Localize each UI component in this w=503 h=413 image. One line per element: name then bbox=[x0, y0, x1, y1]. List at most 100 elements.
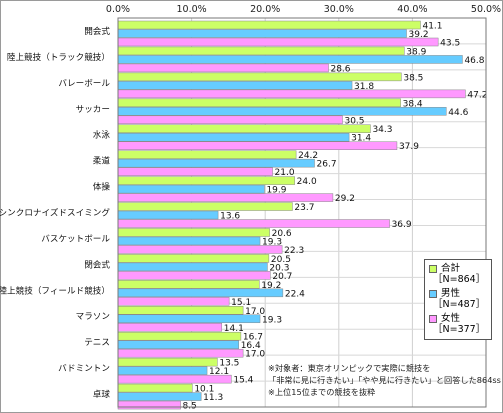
bar bbox=[117, 202, 293, 211]
data-label: 10.1 bbox=[194, 385, 214, 395]
data-label: 31.8 bbox=[354, 82, 374, 92]
legend-swatch-total bbox=[429, 264, 437, 273]
data-label: 31.4 bbox=[351, 134, 371, 144]
bar bbox=[117, 124, 371, 133]
bar bbox=[117, 236, 261, 246]
legend-item-female: 女性 ［N=377］ bbox=[429, 313, 485, 335]
data-label: 30.5 bbox=[344, 116, 364, 126]
data-label: 43.5 bbox=[440, 39, 460, 49]
data-label: 46.8 bbox=[464, 56, 484, 66]
category-label: マラソン bbox=[76, 311, 110, 322]
bar bbox=[117, 115, 343, 125]
data-label: 15.1 bbox=[231, 298, 251, 308]
category-label: 体操 bbox=[93, 181, 111, 193]
bar bbox=[117, 89, 466, 99]
bar bbox=[117, 392, 202, 401]
x-tick-label: 30.0% bbox=[324, 4, 354, 15]
data-label: 19.3 bbox=[262, 315, 282, 325]
category-label: 柔道 bbox=[93, 155, 111, 167]
data-label: 19.2 bbox=[261, 281, 281, 291]
bar bbox=[117, 357, 218, 367]
data-label: 20.7 bbox=[272, 272, 292, 282]
legend-swatch-male bbox=[429, 289, 437, 298]
bar bbox=[117, 158, 315, 168]
category-label: 閉会式 bbox=[84, 258, 110, 270]
bar bbox=[117, 245, 283, 254]
data-label: 41.1 bbox=[422, 22, 442, 32]
data-label: 12.1 bbox=[209, 367, 229, 377]
bar bbox=[117, 55, 463, 64]
data-label: 38.5 bbox=[403, 73, 423, 83]
category-label: サッカー bbox=[76, 104, 110, 115]
bar bbox=[117, 314, 261, 324]
data-label: 22.3 bbox=[284, 246, 304, 256]
data-label: 13.6 bbox=[220, 212, 240, 222]
legend-label-male: 男性 bbox=[441, 288, 461, 299]
bar bbox=[117, 141, 398, 150]
data-label: 15.4 bbox=[233, 376, 253, 386]
bar bbox=[117, 176, 295, 185]
category-label: シンクロナイズドスイミング bbox=[0, 207, 110, 219]
bar bbox=[117, 184, 265, 194]
data-label: 20.5 bbox=[271, 255, 291, 265]
data-label: 11.3 bbox=[203, 393, 223, 403]
bar bbox=[117, 20, 421, 30]
note-line-1: ※対象者：東京オリンピックで実際に競技を bbox=[268, 363, 431, 373]
bar bbox=[117, 366, 208, 375]
data-label: 44.6 bbox=[448, 108, 468, 118]
bar bbox=[117, 72, 402, 82]
note-line-2: 「非常に見に行きたい」「やや見に行きたい」と回答した864ss bbox=[268, 375, 501, 385]
legend-swatch-female bbox=[429, 314, 437, 323]
x-tick-label: 10.0% bbox=[177, 4, 207, 15]
category-label: バスケットボール bbox=[41, 233, 110, 244]
bar bbox=[117, 400, 181, 410]
bar bbox=[117, 288, 284, 298]
data-label: 24.0 bbox=[297, 177, 317, 187]
bar bbox=[117, 262, 268, 272]
bar bbox=[117, 210, 219, 220]
data-label: 21.0 bbox=[275, 168, 295, 178]
data-label: 22.4 bbox=[285, 289, 305, 299]
data-label: 17.0 bbox=[245, 307, 265, 317]
bar bbox=[117, 81, 353, 90]
data-label: 20.6 bbox=[272, 229, 292, 239]
bar bbox=[117, 193, 334, 202]
data-label: 39.2 bbox=[409, 30, 429, 40]
bar bbox=[117, 383, 193, 393]
category-label: バレーボール bbox=[58, 78, 110, 89]
bar bbox=[117, 374, 232, 384]
data-label: 14.1 bbox=[224, 324, 244, 334]
category-label: テニス bbox=[84, 337, 110, 348]
category-label: 卓球 bbox=[93, 388, 111, 400]
bar bbox=[117, 63, 329, 73]
category-label: 陸上競技（フィールド競技） bbox=[0, 284, 110, 296]
bar bbox=[117, 29, 407, 38]
bar bbox=[117, 323, 223, 332]
data-label: 17.0 bbox=[245, 350, 265, 360]
data-label: 13.5 bbox=[219, 359, 239, 369]
category-label: 開会式 bbox=[84, 25, 110, 37]
x-tick-label: 0.0% bbox=[106, 4, 130, 15]
bar bbox=[117, 306, 244, 315]
legend-item-total: 合計 ［N=864］ bbox=[429, 263, 485, 285]
x-tick-label: 50.0% bbox=[471, 4, 501, 15]
bar bbox=[117, 46, 405, 56]
bar bbox=[117, 271, 271, 280]
bar bbox=[117, 340, 239, 349]
note: ※対象者：東京オリンピックで実際に競技を 「非常に見に行きたい」「やや見に行きた… bbox=[268, 362, 501, 398]
data-label: 28.6 bbox=[330, 64, 350, 74]
legend-n-female: ［N=377］ bbox=[433, 324, 486, 335]
data-label: 16.7 bbox=[243, 333, 263, 343]
bar bbox=[117, 228, 270, 237]
data-label: 38.4 bbox=[403, 99, 423, 109]
x-tick-label: 20.0% bbox=[250, 4, 280, 15]
x-tick-label: 40.0% bbox=[397, 4, 427, 15]
data-label: 19.9 bbox=[266, 186, 286, 196]
data-label: 37.9 bbox=[399, 142, 419, 152]
data-label: 34.3 bbox=[372, 125, 392, 135]
data-label: 29.2 bbox=[335, 194, 355, 204]
data-label: 36.9 bbox=[392, 220, 412, 230]
category-label: 水泳 bbox=[93, 129, 111, 141]
legend-n-total: ［N=864］ bbox=[433, 274, 486, 285]
